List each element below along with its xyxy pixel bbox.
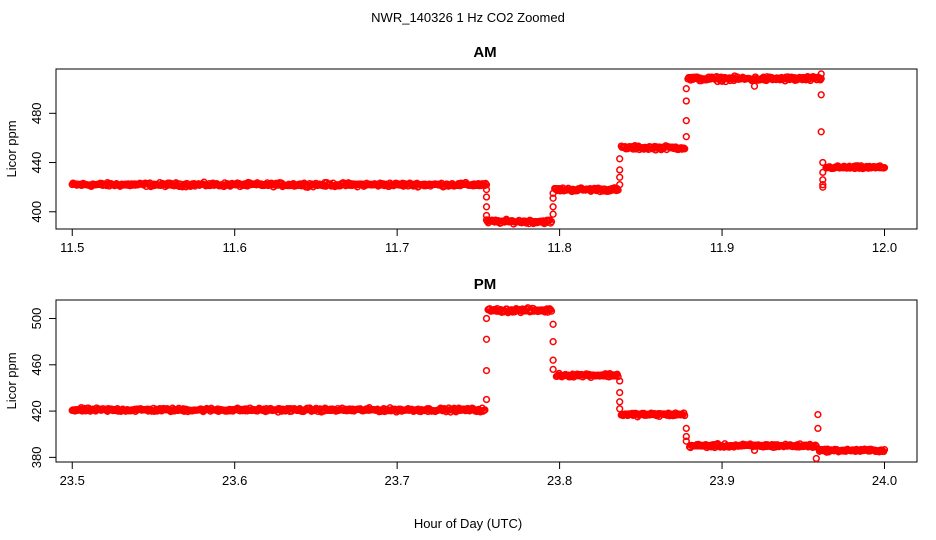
pm-data-point (550, 339, 556, 345)
am-x-tick-label: 11.6 (223, 240, 247, 255)
pm-data-point (550, 321, 556, 327)
am-data-point (484, 204, 490, 210)
pm-x-tick-label: 24.0 (872, 473, 897, 488)
pm-data-point (550, 357, 556, 363)
am-data-points (69, 71, 887, 227)
figure-title: NWR_140326 1 Hz CO2 Zoomed (371, 10, 565, 25)
pm-x-tick-label: 23.9 (709, 473, 734, 488)
pm-data-points (69, 305, 887, 462)
am-panel-title: AM (473, 44, 496, 61)
pm-y-tick-label: 420 (29, 400, 44, 422)
x-axis-label: Hour of Day (UTC) (414, 516, 522, 531)
am-x-tick-label: 11.5 (60, 240, 84, 255)
am-data-point (820, 160, 826, 166)
am-x-tick-label: 11.7 (385, 240, 409, 255)
pm-data-point (484, 316, 490, 322)
pm-data-point (617, 406, 623, 412)
am-x-tick-label: 11.9 (710, 240, 734, 255)
pm-y-tick-label: 380 (29, 447, 44, 469)
pm-data-point (550, 367, 556, 373)
pm-panel: PM Licor ppm 23.5 23.6 23.7 23.8 23.9 24.0 38… (4, 276, 917, 488)
pm-data-point (815, 426, 821, 432)
am-plot-frame (56, 69, 917, 229)
am-data-point (683, 134, 689, 140)
pm-data-point (683, 426, 689, 432)
am-data-point (617, 167, 623, 173)
pm-x-tick-label: 23.7 (384, 473, 409, 488)
pm-x-tick-label: 23.6 (222, 473, 247, 488)
pm-y-axis: 380 420 460 500 (29, 308, 56, 469)
pm-data-point (617, 390, 623, 396)
am-data-point (550, 211, 556, 217)
pm-panel-title: PM (474, 276, 497, 293)
pm-y-axis-label: Licor ppm (4, 352, 19, 409)
am-y-tick-label: 440 (29, 152, 44, 174)
am-data-point (683, 118, 689, 124)
pm-data-point (815, 412, 821, 418)
pm-data-point (484, 336, 490, 342)
am-data-point (683, 86, 689, 92)
am-data-point (752, 83, 758, 89)
am-panel: AM Licor ppm 11.5 11.6 11.7 11.8 11.9 12.0 40… (4, 44, 917, 255)
am-data-point (818, 129, 824, 135)
am-x-tick-label: 11.8 (547, 240, 571, 255)
pm-y-tick-label: 500 (29, 308, 44, 330)
am-data-point (617, 156, 623, 162)
pm-x-tick-label: 23.5 (60, 473, 85, 488)
pm-x-axis: 23.5 23.6 23.7 23.8 23.9 24.0 (60, 462, 898, 488)
am-data-point (550, 204, 556, 210)
am-y-tick-label: 400 (29, 201, 44, 223)
am-x-tick-label: 12.0 (872, 240, 897, 255)
pm-x-tick-label: 23.8 (547, 473, 572, 488)
am-y-tick-label: 480 (29, 102, 44, 124)
am-y-axis: 400 440 480 (29, 102, 56, 222)
am-data-point (683, 98, 689, 104)
am-data-point (617, 174, 623, 180)
am-x-axis: 11.5 11.6 11.7 11.8 11.9 12.0 (60, 229, 897, 255)
pm-data-point (484, 397, 490, 403)
am-data-point (820, 170, 826, 176)
am-data-point (818, 92, 824, 98)
pm-y-tick-label: 460 (29, 354, 44, 376)
pm-data-point (813, 456, 819, 462)
pm-plot-frame (56, 300, 917, 462)
pm-data-point (484, 368, 490, 374)
am-data-point (484, 194, 490, 200)
am-y-axis-label: Licor ppm (4, 120, 19, 177)
pm-data-point (617, 399, 623, 405)
